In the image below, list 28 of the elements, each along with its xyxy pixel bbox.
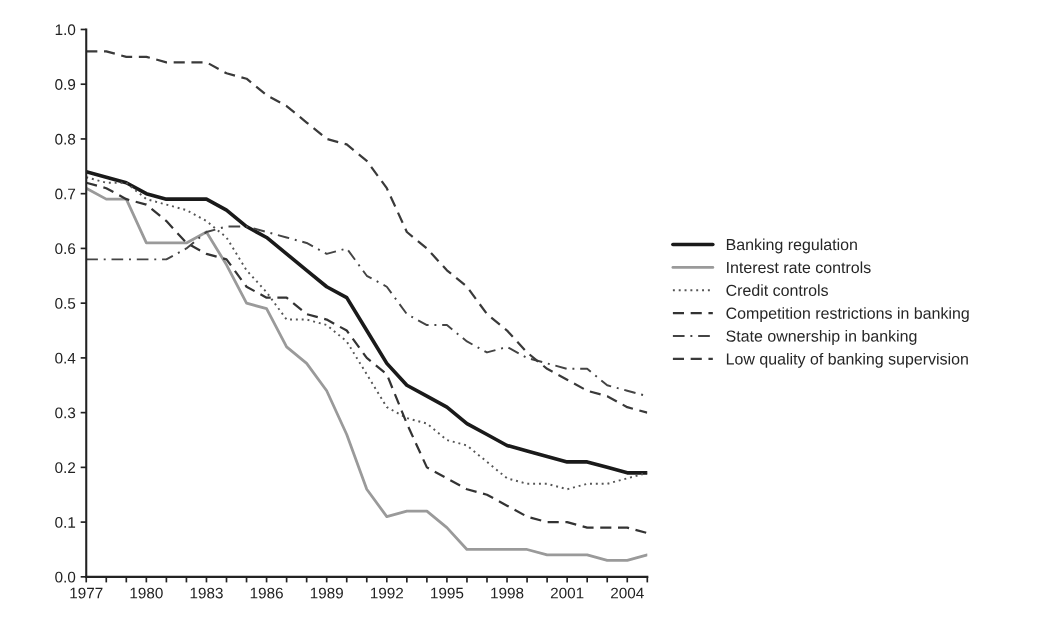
x-tick-label: 1989 <box>310 587 343 599</box>
x-tick-label: 2004 <box>611 587 644 599</box>
x-tick-label: 1980 <box>130 587 163 599</box>
y-tick-label: 0.3 <box>55 407 76 419</box>
line-series <box>86 50 648 414</box>
x-tick-label: 1998 <box>491 587 524 599</box>
y-tick-label: 0.1 <box>55 516 76 528</box>
legend-label: Credit controls <box>726 284 828 296</box>
y-tick-label: 0.7 <box>55 188 76 200</box>
y-tick-label: 0.2 <box>55 462 76 474</box>
x-tick-label: 2001 <box>550 587 584 599</box>
x-tick-label: 1992 <box>370 587 404 599</box>
x-tick-label: 1983 <box>190 587 223 599</box>
legend-label: State ownership in banking <box>726 330 917 345</box>
legend-label: Banking regulation <box>726 238 857 254</box>
y-tick-label: 0.6 <box>55 243 76 255</box>
legend-label: Interest rate controls <box>727 261 871 274</box>
y-tick-label: 0.5 <box>55 298 76 309</box>
legend-label: Competition restrictions in banking <box>726 307 969 323</box>
y-tick-label: 0.9 <box>55 79 76 90</box>
y-tick-label: 1.0 <box>55 24 76 36</box>
y-tick-label: 0.8 <box>55 133 76 145</box>
y-tick-label: 0.4 <box>55 352 76 364</box>
x-tick-label: 1977 <box>70 587 103 599</box>
x-tick-label: 1995 <box>431 587 464 599</box>
x-tick-label: 1986 <box>250 587 283 599</box>
legend-label: Low quality of banking supervision <box>726 352 968 368</box>
y-tick-label: 0.0 <box>55 571 76 583</box>
